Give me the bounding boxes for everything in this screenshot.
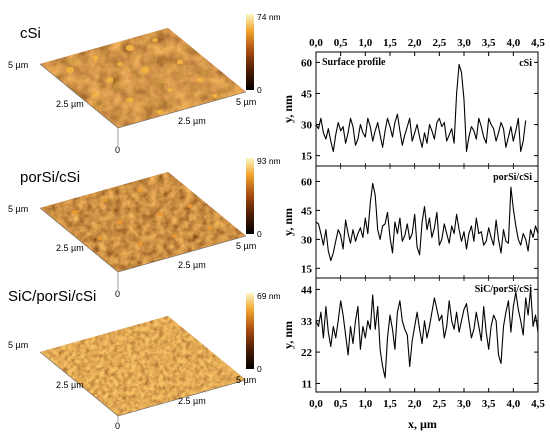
y-tick-label: 33: [301, 316, 313, 328]
series-label: porSi/cSi: [493, 172, 532, 183]
y-tick-label: 45: [301, 88, 313, 100]
x-tick-label-top: 4,5: [531, 37, 545, 49]
x-tick-label-top: 4,0: [506, 37, 520, 49]
afm-axis-origin: 0: [115, 421, 120, 431]
profile-panel-porsi: 15 30 45 60 y, nm porSi/cSi: [281, 172, 538, 275]
colorbar-min-label: 0: [257, 229, 262, 239]
x-tick-label-top: 1,0: [358, 37, 372, 49]
x-tick-label-bottom: 1,5: [383, 398, 397, 410]
afm-image-csi: cSi 5 µm 2.5 µm 2.5 µm 5 µm 0 74 nm 0: [8, 12, 281, 155]
y-tick-label: 45: [301, 205, 313, 217]
afm-axis-origin: 0: [115, 289, 120, 299]
x-tick-label-top: 0,0: [309, 37, 323, 49]
afm-sample-label: cSi: [20, 25, 41, 42]
x-tick-label-bottom: 4,5: [531, 398, 545, 410]
afm-axis-label-mid-left: 2.5 µm: [56, 99, 84, 109]
x-tick-label-bottom: 0,0: [309, 398, 323, 410]
x-axis-label: x, µm: [408, 417, 437, 431]
x-tick-label-bottom: 4,0: [506, 398, 520, 410]
series-label: SiC/porSi/cSi: [475, 284, 532, 295]
afm-axis-label-corner-right: 5 µm: [236, 241, 256, 251]
afm-sample-label: SiC/porSi/cSi: [8, 288, 96, 305]
afm-axis-label-mid-left: 2.5 µm: [56, 243, 84, 253]
y-tick-label: 30: [301, 234, 313, 246]
colorbar-max-label: 93 nm: [257, 156, 281, 166]
afm-axis-label-corner-right: 5 µm: [236, 97, 256, 107]
afm-axis-label-mid-right: 2.5 µm: [178, 260, 206, 270]
series-label: cSi: [519, 58, 532, 69]
afm-axis-label-left: 5 µm: [8, 204, 28, 214]
colorbar-min-label: 0: [257, 85, 262, 95]
y-tick-label: 44: [301, 284, 313, 296]
profile-chart: 0,0 0,5 1,0 1,5 2,0 2,5 3,0 3,5 4,0 4,5 0,0 0,5 1,0…: [281, 37, 545, 431]
afm-surface: [40, 28, 246, 128]
afm-sample-label: porSi/cSi: [20, 169, 80, 186]
colorbar-max-label: 69 nm: [257, 291, 281, 301]
afm-image-sic: SiC/porSi/cSi 5 µm 2.5 µm 2.5 µm 5 µm 0 …: [8, 288, 281, 431]
y-axis-label: y, nm: [281, 321, 295, 349]
colorbar: 93 nm 0: [246, 156, 281, 239]
chart-title: Surface profile: [322, 57, 386, 68]
x-tick-label-bottom: 3,0: [457, 398, 471, 410]
x-tick-label-top: 3,0: [457, 37, 471, 49]
afm-axis-label-left: 5 µm: [8, 340, 28, 350]
afm-axis-label-mid-right: 2.5 µm: [178, 396, 206, 406]
y-tick-label: 15: [301, 263, 313, 275]
profile-line: [316, 182, 538, 262]
colorbar: 69 nm 0: [246, 291, 281, 374]
profile-line: [316, 63, 527, 153]
x-axis-top: 0,0 0,5 1,0 1,5 2,0 2,5 3,0 3,5 4,0 4,5: [309, 37, 545, 281]
x-tick-label-top: 2,5: [432, 37, 446, 49]
x-tick-label-bottom: 1,0: [358, 398, 372, 410]
profile-panel-sic: 11 22 33 44 y, nm SiC/porSi/cSi: [281, 284, 538, 390]
afm-axis-label-mid-right: 2.5 µm: [178, 116, 206, 126]
y-axis-label: y, nm: [281, 208, 295, 236]
x-tick-label-top: 0,5: [334, 37, 348, 49]
y-tick-label: 22: [301, 347, 313, 359]
afm-axis-label-left: 5 µm: [8, 60, 28, 70]
x-tick-label-bottom: 2,0: [408, 398, 422, 410]
x-tick-label-top: 3,5: [482, 37, 496, 49]
colorbar: 74 nm 0: [246, 12, 281, 95]
afm-image-porsi: porSi/cSi 5 µm 2.5 µm 2.5 µm 5 µm 0 93 n…: [8, 156, 281, 299]
afm-surface: [40, 172, 246, 272]
y-tick-label: 30: [301, 120, 313, 132]
x-axis-bottom: 0,0 0,5 1,0 1,5 2,0 2,5 3,0 3,5 4,0 4,5: [309, 388, 545, 410]
profile-panel-csi: 15 30 45 60 y, nm cSi: [281, 57, 538, 163]
x-tick-label-bottom: 3,5: [482, 398, 496, 410]
y-tick-label: 15: [301, 151, 313, 163]
x-tick-label-bottom: 2,5: [432, 398, 446, 410]
y-axis-label: y, nm: [281, 95, 295, 123]
afm-surface: [40, 316, 246, 416]
profile-line: [316, 288, 538, 379]
colorbar-min-label: 0: [257, 364, 262, 374]
afm-axis-origin: 0: [115, 145, 120, 155]
afm-axis-label-corner-right: 5 µm: [236, 375, 256, 385]
y-tick-label: 60: [301, 176, 313, 188]
y-tick-label: 60: [301, 57, 313, 69]
x-tick-label-bottom: 0,5: [334, 398, 348, 410]
x-tick-label-top: 1,5: [383, 37, 397, 49]
colorbar-max-label: 74 nm: [257, 12, 281, 22]
afm-axis-label-mid-left: 2.5 µm: [56, 380, 84, 390]
y-tick-label: 11: [302, 378, 312, 390]
x-tick-label-top: 2,0: [408, 37, 422, 49]
